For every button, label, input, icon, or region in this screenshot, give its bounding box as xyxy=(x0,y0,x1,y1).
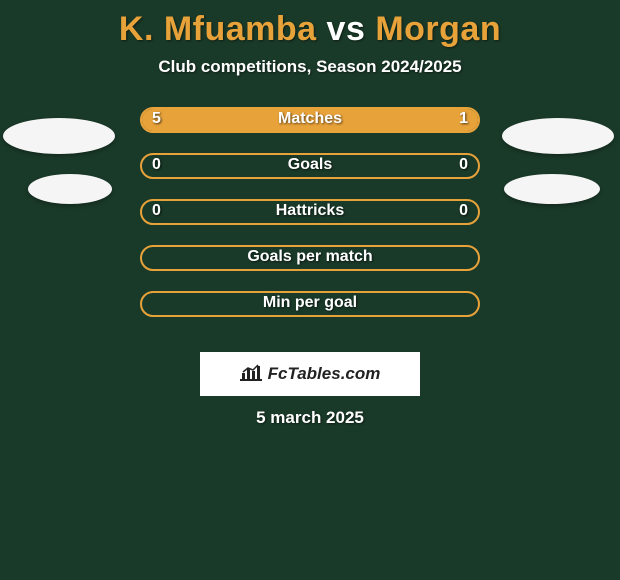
date-text: 5 march 2025 xyxy=(0,408,620,428)
chart-icon xyxy=(240,363,262,386)
stat-value-right: 0 xyxy=(459,156,468,174)
stat-label: Goals xyxy=(142,156,478,174)
stat-value-right: 1 xyxy=(459,110,468,128)
page-title: K. Mfuamba vs Morgan xyxy=(0,0,620,49)
bar-track: Goals per match xyxy=(140,245,480,271)
vs-text: vs xyxy=(327,10,366,48)
stat-label: Matches xyxy=(142,110,478,128)
subtitle: Club competitions, Season 2024/2025 xyxy=(0,57,620,77)
bar-track: 5 Matches 1 xyxy=(140,107,480,133)
player1-name: K. Mfuamba xyxy=(119,10,317,48)
stat-label: Min per goal xyxy=(142,294,478,312)
decor-ellipse xyxy=(504,174,600,204)
stat-label: Hattricks xyxy=(142,202,478,220)
player2-name: Morgan xyxy=(375,10,501,48)
fctables-logo: FcTables.com xyxy=(200,352,420,396)
bar-track: 0 Hattricks 0 xyxy=(140,199,480,225)
stat-value-right: 0 xyxy=(459,202,468,220)
stat-row-goals-per-match: Goals per match xyxy=(0,245,620,271)
stat-row-hattricks: 0 Hattricks 0 xyxy=(0,199,620,225)
logo-text: FcTables.com xyxy=(268,364,381,384)
stat-row-min-per-goal: Min per goal xyxy=(0,291,620,317)
decor-ellipse xyxy=(28,174,112,204)
bar-track: 0 Goals 0 xyxy=(140,153,480,179)
decor-ellipse xyxy=(502,118,614,154)
stat-label: Goals per match xyxy=(142,248,478,266)
bar-track: Min per goal xyxy=(140,291,480,317)
decor-ellipse xyxy=(3,118,115,154)
infographic-container: K. Mfuamba vs Morgan Club competitions, … xyxy=(0,0,620,580)
